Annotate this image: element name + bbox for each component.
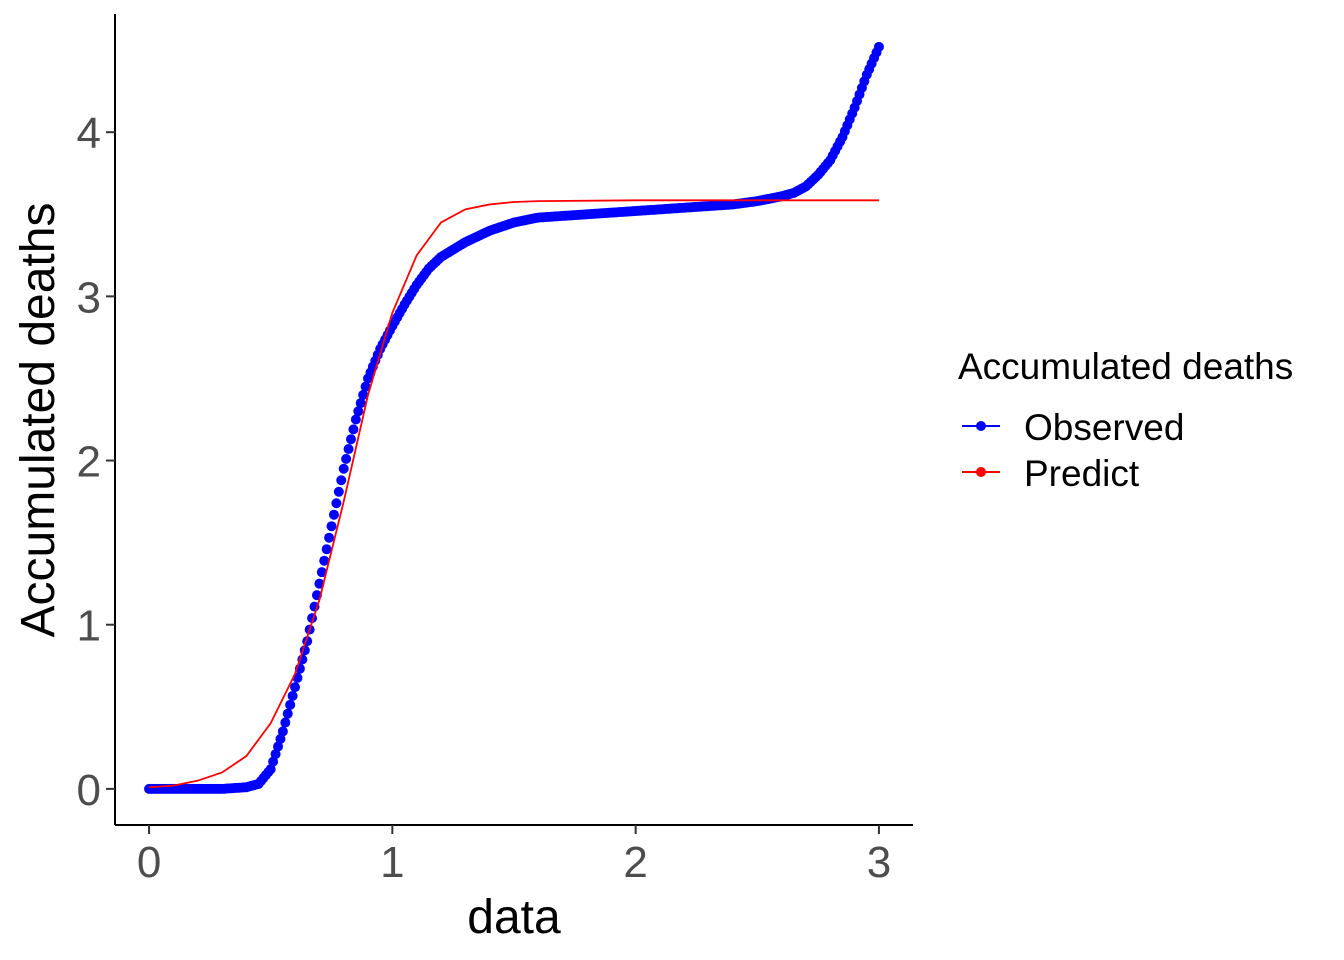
observed-point (282, 708, 293, 719)
observed-point (287, 690, 298, 701)
observed-point (341, 453, 352, 464)
x-ticks: 0 1 2 3 (137, 825, 891, 887)
y-ticks: 0 1 2 3 4 (77, 109, 115, 815)
plot-area (144, 41, 884, 794)
x-tick-label: 2 (623, 838, 647, 887)
legend: Accumulated deaths Observed Predict (958, 346, 1293, 494)
observed-point (343, 444, 354, 455)
legend-label-observed: Observed (1024, 407, 1184, 448)
y-tick-label: 2 (77, 438, 101, 487)
observed-point (348, 424, 359, 435)
observed-point (353, 406, 364, 417)
x-axis-title: data (467, 891, 561, 944)
observed-point (360, 381, 371, 392)
legend-key-observed-point (976, 421, 986, 431)
y-axis-title: Accumulated deaths (12, 203, 65, 638)
observed-point (328, 509, 339, 520)
y-tick-label: 0 (77, 766, 101, 815)
observed-point (333, 486, 344, 497)
observed-point (355, 398, 366, 409)
observed-point (275, 733, 286, 744)
observed-point (290, 682, 301, 693)
observed-point (324, 532, 335, 543)
y-tick-label: 1 (77, 602, 101, 651)
observed-point (873, 41, 884, 52)
legend-key-predict-point (976, 467, 986, 477)
x-tick-label: 0 (137, 838, 161, 887)
observed-point (316, 567, 327, 578)
legend-label-predict: Predict (1024, 453, 1140, 494)
observed-point (358, 389, 369, 400)
observed-point (345, 434, 356, 445)
legend-item-observed: Observed (962, 407, 1184, 448)
observed-point (273, 741, 284, 752)
observed-point (336, 475, 347, 486)
y-tick-label: 3 (77, 273, 101, 322)
x-tick-label: 1 (380, 838, 404, 887)
observed-point (338, 463, 349, 474)
legend-title: Accumulated deaths (958, 346, 1293, 387)
x-tick-label: 3 (867, 838, 891, 887)
observed-point (319, 555, 330, 566)
series-observed (144, 41, 884, 794)
observed-point (321, 544, 332, 555)
y-tick-label: 4 (77, 109, 101, 158)
predict-line (148, 199, 879, 789)
observed-point (280, 717, 291, 728)
observed-point (270, 749, 281, 760)
observed-point (326, 521, 337, 532)
observed-point (314, 578, 325, 589)
observed-point (285, 699, 296, 710)
observed-point (350, 414, 361, 425)
legend-item-predict: Predict (962, 453, 1140, 494)
observed-point (277, 726, 288, 737)
series-layer (144, 41, 884, 794)
observed-point (265, 764, 276, 775)
observed-point (331, 498, 342, 509)
observed-point (268, 756, 279, 767)
